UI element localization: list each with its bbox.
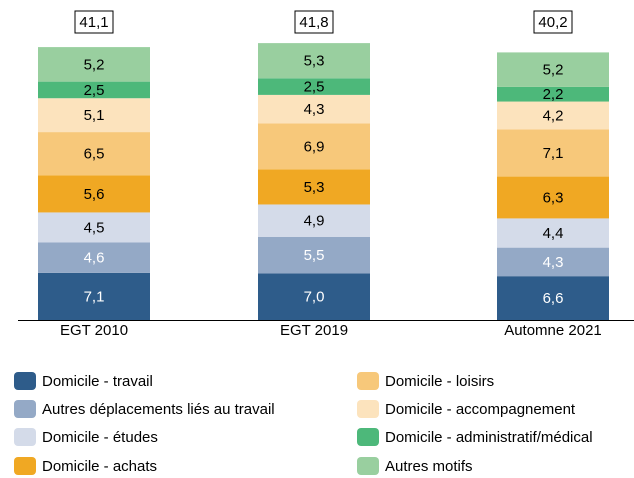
legend-swatch [357,428,379,446]
total-label: 40,2 [538,14,567,31]
legend-swatch [14,400,36,418]
bar-segment [258,78,370,95]
bar-segment [38,175,150,213]
bar-segment [497,247,609,277]
bar-segment [497,86,609,102]
bar-segment [497,276,609,320]
total-box [74,10,114,34]
value-label: 6,5 [84,146,105,163]
value-label: 7,0 [304,289,325,306]
value-label: 5,6 [84,186,105,203]
bar-segment [258,94,370,124]
bar-segment [497,176,609,219]
value-label: 5,5 [304,247,325,264]
value-label: 4,3 [543,254,564,271]
value-label: 2,5 [304,79,325,96]
bar-segment [38,132,150,176]
legend-swatch [14,457,36,475]
legend-label: Autres déplacements liés au travail [42,401,275,418]
legend-label: Domicile - accompagnement [385,401,576,418]
bar-segment [258,43,370,79]
total-box [294,10,334,34]
value-label: 5,1 [84,107,105,124]
legend-swatch [357,457,379,475]
bar-segment [38,81,150,99]
value-label: 4,2 [543,107,564,124]
bar-segment [258,123,370,170]
bar-segment [258,273,370,320]
bar-segment [38,272,150,320]
value-label: 5,2 [84,56,105,73]
value-label: 6,6 [543,290,564,307]
value-label: 4,3 [304,101,325,118]
value-label: 4,4 [543,225,564,242]
bar-segment [497,218,609,248]
legend-swatch [14,428,36,446]
legend-swatch [14,372,36,390]
bar-segment [258,237,370,274]
x-tick-label: EGT 2019 [280,322,348,339]
x-tick-label: EGT 2010 [60,322,128,339]
legend-swatch [357,400,379,418]
legend-label: Domicile - administratif/médical [385,429,593,446]
value-label: 4,5 [84,219,105,236]
bar-segment [258,204,370,237]
value-label: 7,1 [543,145,564,162]
bar-segment [497,129,609,177]
value-label: 2,2 [543,86,564,103]
legend-label: Domicile - études [42,429,158,446]
value-label: 6,3 [543,189,564,206]
legend-swatch [357,372,379,390]
legend-label: Domicile - achats [42,458,157,475]
value-label: 4,9 [304,213,325,230]
bar-segment [38,98,150,133]
x-tick-label: Automne 2021 [504,322,602,339]
legend-label: Domicile - travail [42,373,153,390]
bar-segment [258,169,370,205]
value-label: 7,1 [84,288,105,305]
bar-segment [38,242,150,273]
legend-label: Domicile - loisirs [385,373,494,390]
total-label: 41,8 [299,14,328,31]
value-label: 5,2 [543,62,564,79]
bar-segment [497,52,609,87]
value-label: 2,5 [84,82,105,99]
bar-segment [497,101,609,130]
value-label: 5,3 [304,53,325,70]
value-label: 5,3 [304,179,325,196]
bar-segment [38,212,150,243]
legend-label: Autres motifs [385,458,473,475]
bar-segment [38,47,150,82]
total-label: 41,1 [79,14,108,31]
value-label: 4,6 [84,250,105,267]
total-box [533,10,573,34]
value-label: 6,9 [304,138,325,155]
